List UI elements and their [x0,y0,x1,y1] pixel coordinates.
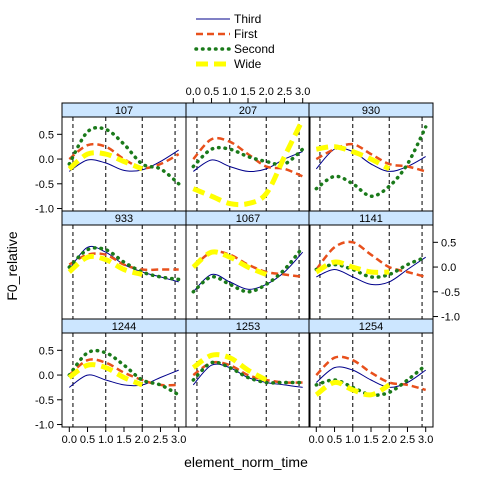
legend-label-wide: Wide [234,57,262,71]
y-tick-label: 0.0 [39,370,54,382]
series-line-third [69,149,179,172]
panel-frame [185,332,311,428]
top-x-axis: 0.0 0.5 1.0 1.5 2.0 2.5 3.0 [186,86,310,103]
series-line-second [191,145,305,169]
series-line-third [69,369,179,388]
x-tick-label: 2.5 [400,434,415,446]
series-line-wide [315,144,391,172]
x-tick-label: 1.5 [240,86,255,98]
y-tick-label: -0.5 [35,395,54,407]
series-line-wide [67,362,144,388]
axes: 0.0 0.5 1.0 1.5 2.0 2.5 3.0 0.0 0.5 1.0 1.5 2.0 2.5 3… [35,129,460,446]
x-tick-label: 0.0 [62,434,77,446]
series-line-wide [192,118,305,208]
panel-frame [185,116,311,212]
legend-label-third: Third [234,12,261,26]
panel-1253: 1253 [185,318,311,428]
series-line-first [315,142,427,173]
x-tick-label: 1.5 [116,434,131,446]
panel-1254: 1254 [308,318,434,428]
series-line-first [192,136,304,178]
series-line-second [67,348,181,397]
panel-frame [185,224,311,320]
panel-930: 930 [308,102,434,212]
x-tick-label: 3.0 [295,86,310,98]
x-tick-label: 2.5 [277,86,292,98]
series-line-third [316,256,426,286]
series-line-first [315,240,427,279]
panel-strip-label: 933 [115,213,133,225]
series-line-first [68,142,180,170]
x-tick-label: 1.0 [222,86,237,98]
y-axis-label: F0_relative [4,231,20,300]
y-tick-label: -0.5 [441,287,460,299]
x-tick-label: 2.0 [382,434,397,446]
panel-strip-label: 1141 [359,213,383,225]
x-tick-label: 0.0 [309,434,324,446]
series-line-third [192,251,304,293]
y-tick-label: 0.5 [39,345,54,357]
x-axis-label: element_norm_time [184,454,308,470]
panel-strip-label: 930 [362,105,380,117]
y-tick-label: 0.5 [441,237,456,249]
panel-1244: 1244 [61,318,187,428]
panel-1067: 1067 [185,210,311,320]
y-tick-label: 0.0 [39,154,54,166]
x-tick-label: 0.0 [186,86,201,98]
series-line-second [314,125,428,198]
x-tick-label: 2.5 [153,434,168,446]
series-line-wide [191,249,268,277]
series-line-third [315,366,426,388]
panel-strip-label: 1244 [112,321,136,333]
series-line-second [67,246,181,282]
x-tick-label: 0.5 [204,86,219,98]
series-line-first [68,252,179,272]
y-tick-label: -1.0 [441,312,460,324]
y-tick-label: 0.5 [39,129,54,141]
x-tick-label: 2.0 [259,86,274,98]
x-tick-label: 0.5 [327,434,342,446]
legend-label-second: Second [234,42,275,56]
series-line-wide [315,259,390,275]
series-line-wide [67,253,143,277]
x-tick-label: 3.0 [171,434,186,446]
series-line-second [191,245,305,294]
legend-label-first: First [234,27,258,41]
series-line-wide [67,150,144,172]
panel-strip-label: 1254 [359,321,383,333]
y-tick-label: -1.0 [35,420,54,432]
x-tick-label: 1.0 [98,434,113,446]
panel-207: 207 [185,102,311,212]
x-tick-label: 1.0 [345,434,360,446]
panel-strip-label: 1067 [236,213,260,225]
panel-1141: 1141 [308,210,434,320]
x-tick-label: 0.5 [80,434,95,446]
series-line-wide [314,379,391,398]
series-line-wide [191,352,268,383]
x-tick-label: 2.0 [135,434,150,446]
y-tick-label: 0.0 [441,262,456,274]
panel-strip-label: 107 [115,105,133,117]
series-line-second [191,360,305,385]
y-tick-label: -0.5 [35,179,54,191]
panel-strip-label: 207 [239,105,257,117]
series-line-first [315,355,427,392]
panel-grid: 107 207 930 933 1067 1141 1244 1253 1254 [61,102,434,428]
x-tick-label: 1.5 [363,434,378,446]
panel-933: 933 [61,210,187,320]
panel-strip-label: 1253 [236,321,260,333]
y-tick-label: -1.0 [35,204,54,216]
panel-107: 107 [61,102,187,212]
x-tick-label: 3.0 [418,434,433,446]
